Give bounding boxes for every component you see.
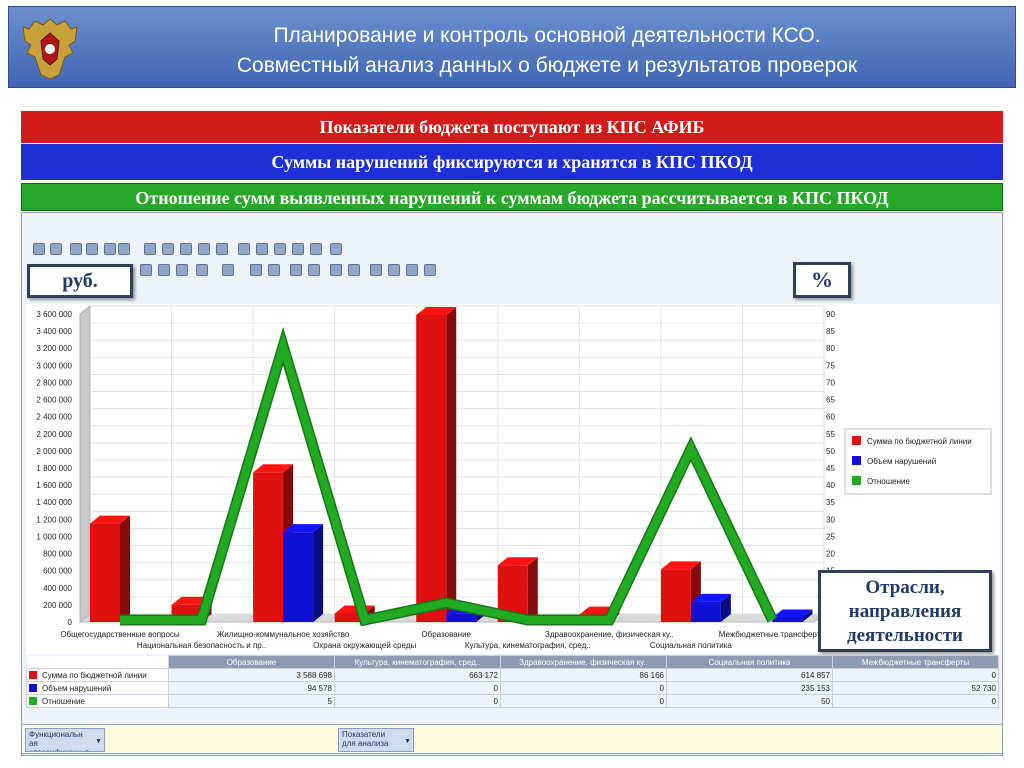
copy-icon[interactable]	[33, 243, 45, 255]
print-icon[interactable]	[50, 243, 62, 255]
grid-cell: 5	[168, 694, 335, 708]
comment-icon[interactable]	[158, 264, 170, 276]
table-row: Отношение 5 0 0 50 0	[26, 694, 999, 708]
align-left-icon[interactable]	[370, 264, 382, 276]
grid-row-label: Сумма по бюджетной линии	[26, 668, 169, 682]
select-icon[interactable]	[86, 243, 98, 255]
group-icon[interactable]	[290, 264, 302, 276]
pivot-footer: Функциональн ая классификаци я ▼ Показат…	[21, 724, 1003, 754]
banner-ratio-source: Отношение сумм выявленных нарушений к су…	[21, 183, 1003, 211]
grid-col-header[interactable]: Образование	[168, 655, 335, 669]
table-icon[interactable]	[274, 243, 286, 255]
paste-icon[interactable]	[268, 264, 280, 276]
grid-cell: 52 730	[832, 681, 999, 695]
zoom-icon[interactable]	[310, 243, 322, 255]
grid-cell: 0	[500, 694, 667, 708]
settings-icon[interactable]	[118, 243, 130, 255]
bring-front-icon[interactable]	[330, 264, 342, 276]
measures-dropdown-label: Показатели для анализа	[342, 730, 389, 748]
grid-cell: 0	[832, 668, 999, 682]
grid-cell: 614 857	[666, 668, 833, 682]
grid-cell: 3 588 698	[168, 668, 335, 682]
3d-icon[interactable]	[144, 243, 156, 255]
grid-cell: 0	[334, 681, 501, 695]
grid-cell: 0	[334, 694, 501, 708]
grid-header-row: Образование Культура, кинематография, ср…	[26, 655, 999, 669]
chart-type-icon[interactable]	[70, 243, 82, 255]
legend-swatch	[29, 684, 37, 693]
legend-swatch	[29, 697, 37, 706]
grid-cell: 0	[500, 681, 667, 695]
palette-icon[interactable]	[104, 243, 116, 255]
grid-corner	[26, 655, 169, 669]
coat-of-arms-icon	[22, 18, 78, 80]
grid-col-header[interactable]: Культура, кинематография, сред..	[334, 655, 501, 669]
header-banner: Планирование и контроль основной деятель…	[8, 6, 1016, 88]
grid-col-header[interactable]: Межбюджетные трансферты	[832, 655, 999, 669]
labels-icon[interactable]	[256, 243, 268, 255]
grid-col-header[interactable]: Здравоохранение, физическая ку..	[500, 655, 667, 669]
ungroup-icon[interactable]	[308, 264, 320, 276]
page-title-line-1: Планирование и контроль основной деятель…	[273, 24, 821, 47]
grid-col-header[interactable]: Социальная политика	[666, 655, 833, 669]
measures-dropdown[interactable]: Показатели для анализа ▼	[338, 728, 414, 752]
legend-icon[interactable]	[292, 243, 304, 255]
bar-chart-icon[interactable]	[238, 243, 250, 255]
dimension-dropdown-label: Функциональн ая классификаци я	[29, 730, 89, 751]
table-row: Сумма по бюджетной линии 3 588 698 663 1…	[26, 668, 999, 682]
distribute-icon[interactable]	[424, 264, 436, 276]
data-grid: Образование Культура, кинематография, ср…	[26, 655, 999, 708]
rotate-left-icon[interactable]	[180, 243, 192, 255]
categories-callout-line-3: деятельности	[847, 625, 963, 646]
send-back-icon[interactable]	[348, 264, 360, 276]
dimension-dropdown[interactable]: Функциональн ая классификаци я ▼	[25, 728, 105, 752]
grid-cell: 50	[666, 694, 833, 708]
line-color-icon[interactable]	[222, 264, 234, 276]
grid-row-label-text: Объем нарушений	[42, 683, 112, 693]
grid-cell: 235 153	[666, 681, 833, 695]
move-icon[interactable]	[162, 243, 174, 255]
rotate-right-icon[interactable]	[198, 243, 210, 255]
paint-bucket-icon[interactable]	[196, 264, 208, 276]
banner-budget-source: Показатели бюджета поступают из КПС АФИБ	[21, 111, 1003, 143]
grid-cell: 86 166	[500, 668, 667, 682]
fill-icon[interactable]	[176, 264, 188, 276]
text-icon[interactable]	[140, 264, 152, 276]
categories-callout: Отрасли, направления деятельности	[818, 570, 992, 652]
grid-row-label-text: Отношение	[42, 696, 85, 706]
align-right-icon[interactable]	[406, 264, 418, 276]
grid-cell: 94 578	[168, 681, 335, 695]
chevron-down-icon: ▼	[95, 738, 102, 745]
banner-violations-source: Суммы нарушений фиксируются и хранятся в…	[21, 144, 1003, 180]
left-axis-unit-callout: руб.	[27, 264, 133, 298]
grid-cell: 0	[832, 694, 999, 708]
grid-row-label: Объем нарушений	[26, 681, 169, 695]
table-row: Объем нарушений 94 578 0 0 235 153 52 73…	[26, 681, 999, 695]
grid-row-label-text: Сумма по бюджетной линии	[42, 670, 147, 680]
legend-swatch	[29, 671, 37, 680]
export-icon[interactable]	[216, 243, 228, 255]
page-title-line-2: Совместный анализ данных о бюджете и рез…	[236, 54, 858, 77]
grid-cell: 663 172	[334, 668, 501, 682]
chevron-down-icon: ▼	[404, 738, 411, 745]
tools-icon[interactable]	[330, 243, 342, 255]
categories-callout-line-1: Отрасли,	[865, 577, 945, 598]
align-center-icon[interactable]	[388, 264, 400, 276]
right-axis-unit-callout: %	[793, 262, 851, 298]
cut-icon[interactable]	[250, 264, 262, 276]
grid-row-label: Отношение	[26, 694, 169, 708]
categories-callout-line-2: направления	[848, 601, 962, 622]
